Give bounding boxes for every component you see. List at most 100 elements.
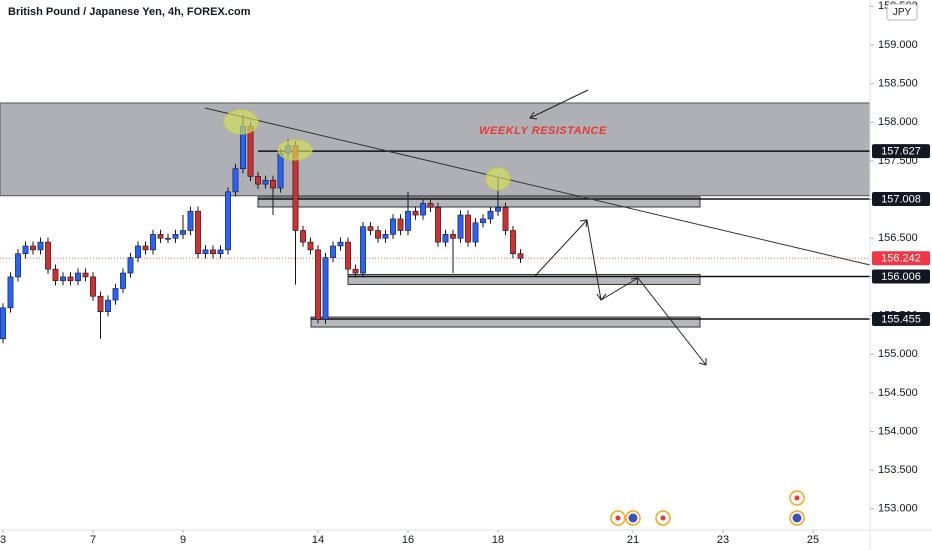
candle-body	[105, 299, 111, 312]
candle-body	[375, 230, 381, 239]
underlay	[0, 102, 871, 328]
candle-body	[517, 253, 524, 259]
candle-body	[472, 222, 479, 243]
level-label: 157.627	[881, 146, 921, 158]
candle-body	[390, 218, 396, 235]
candle-body	[157, 234, 164, 239]
candle-body	[270, 179, 276, 189]
candle-body	[75, 272, 81, 282]
events	[610, 490, 805, 526]
y-tick-label: 153.500	[878, 464, 918, 476]
candle-body	[82, 272, 89, 278]
candle-body	[397, 218, 404, 231]
candle-body	[262, 179, 269, 185]
level-label: 156.006	[881, 271, 921, 283]
candle-body	[352, 268, 359, 274]
candle-body	[480, 218, 486, 224]
y-tick-label: 159.000	[878, 39, 918, 51]
currency: JPY	[893, 7, 912, 18]
candle-body	[60, 276, 66, 282]
candle-body	[315, 249, 321, 320]
candle-body	[435, 207, 441, 243]
last-price-label: 156.242	[881, 253, 921, 265]
candle-body	[255, 176, 261, 185]
annotation: WEEKLY RESISTANCE	[479, 125, 607, 137]
level-label: 155.455	[881, 313, 921, 325]
candle-body	[277, 152, 284, 189]
candle-body	[442, 234, 449, 243]
candle-body	[405, 210, 411, 231]
arrow-head	[698, 358, 707, 366]
candle-body	[120, 272, 126, 289]
candle-body	[502, 207, 509, 231]
y-tick-label: 156.500	[878, 232, 918, 244]
candle-body	[97, 295, 104, 312]
candle-body	[412, 210, 419, 216]
last-price-box	[872, 251, 930, 266]
candle-body	[420, 203, 426, 216]
candle-body	[450, 234, 456, 239]
candle-body	[180, 230, 186, 235]
candle-body	[457, 214, 464, 239]
candle-body	[210, 249, 216, 255]
y-tick-label: 158.500	[878, 78, 918, 90]
x-tick-label: 7	[90, 534, 96, 546]
x-tick-label: 3	[0, 534, 6, 546]
level-box	[347, 273, 701, 285]
candle-body	[15, 253, 21, 278]
candle-body	[0, 307, 6, 340]
candle-body	[112, 288, 119, 301]
level-label-box	[872, 144, 930, 159]
currency-badge	[886, 3, 918, 21]
x-tick-label: 25	[807, 534, 819, 546]
level-label-box	[872, 269, 930, 284]
y-tick-label: 155.000	[878, 348, 918, 360]
y-tick-label: 158.000	[878, 116, 918, 128]
candle-body	[322, 257, 329, 320]
x-tick-label: 23	[717, 534, 729, 546]
candle-body	[127, 257, 134, 274]
x-tick-label: 16	[402, 534, 414, 546]
arrow-head	[579, 219, 588, 228]
event-icon	[628, 513, 638, 523]
x-tick-label: 9	[180, 534, 186, 546]
candle-body	[330, 245, 336, 258]
candle-body	[187, 210, 194, 231]
candle-body	[150, 234, 156, 251]
arrow-head	[596, 293, 607, 301]
candle-body	[172, 234, 179, 239]
candle-body	[487, 210, 494, 220]
candle-body	[427, 203, 434, 208]
candle-body	[247, 125, 254, 177]
candle-body	[142, 245, 149, 251]
candle-body	[510, 230, 516, 255]
level-box	[310, 316, 701, 328]
chart-title: British Pound / Japanese Yen, 4h, FOREX.…	[8, 6, 251, 18]
candle-body	[7, 276, 14, 309]
event-icon	[794, 495, 800, 501]
candle-body	[202, 249, 209, 255]
arrow-head	[630, 277, 639, 286]
level-label: 157.008	[881, 193, 921, 205]
candle-body	[232, 168, 239, 193]
candle-body	[337, 241, 344, 247]
candle-body	[465, 214, 471, 243]
candle-body	[495, 207, 501, 212]
level-box	[257, 196, 701, 208]
y-tick-label: 154.500	[878, 387, 918, 399]
x-tick-label: 14	[312, 534, 324, 546]
candle-body	[22, 245, 29, 255]
level-label-box	[872, 191, 930, 206]
candle-body	[90, 276, 96, 297]
candle-body	[52, 268, 59, 282]
resistance-zone	[0, 102, 871, 197]
x-tick-label: 18	[492, 534, 504, 546]
highlight	[223, 109, 259, 135]
candle-body	[67, 276, 74, 282]
highlight	[485, 167, 511, 191]
candle-body	[37, 241, 44, 251]
candle-body	[345, 241, 351, 270]
arrow	[529, 89, 589, 119]
